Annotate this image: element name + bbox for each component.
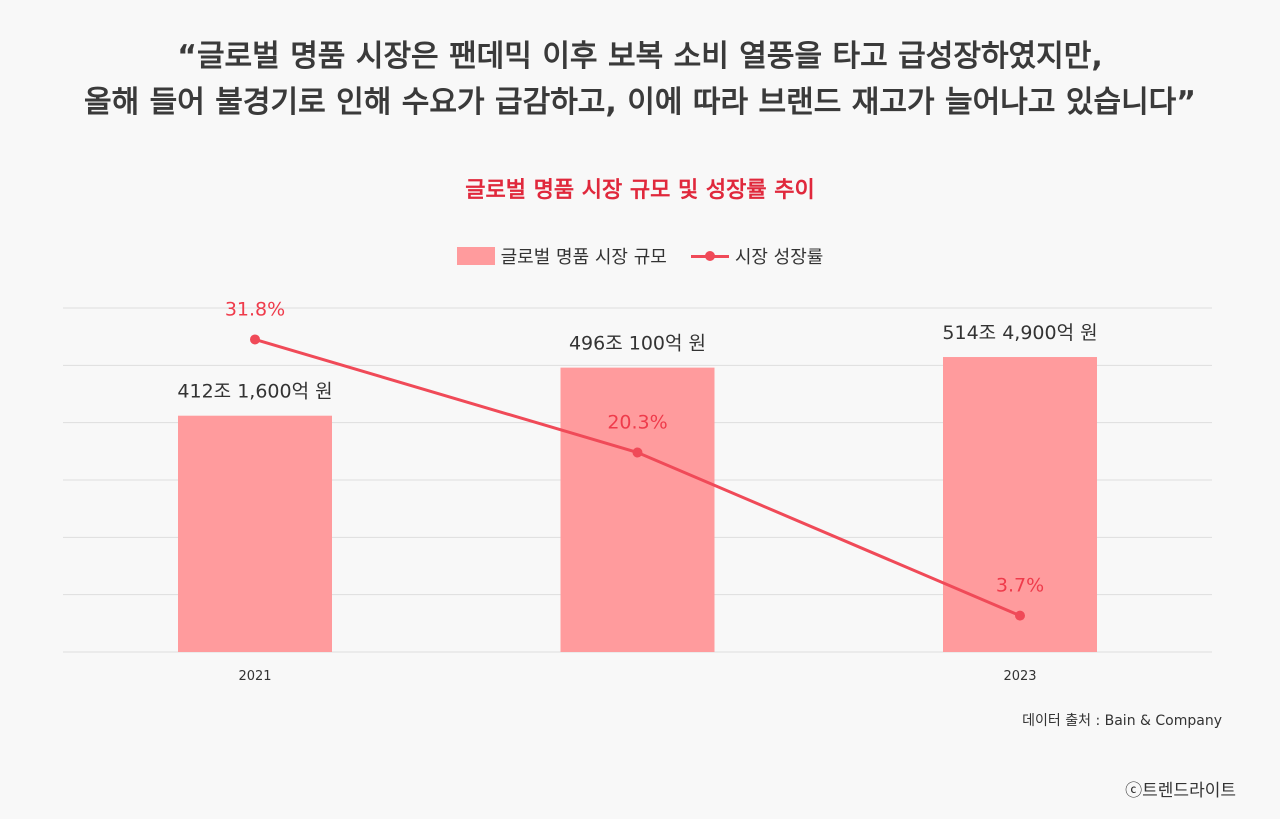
bar-market-size bbox=[178, 415, 332, 652]
x-tick-label: 2023 bbox=[1003, 669, 1036, 684]
growth-rate-point bbox=[250, 334, 260, 345]
bar-value-label: 514조 4,900억 원 bbox=[942, 322, 1097, 344]
chart-title: 글로벌 명품 시장 규모 및 성장률 추이 bbox=[465, 178, 815, 203]
headline: “글로벌 명품 시장은 팬데믹 이후 보복 소비 열풍을 타고 급성장하였지만,… bbox=[0, 34, 1280, 126]
headline-line-1: “글로벌 명품 시장은 팬데믹 이후 보복 소비 열풍을 타고 급성장하였지만, bbox=[177, 39, 1103, 74]
headline-line-2: 올해 들어 불경기로 인해 수요가 급감하고, 이에 따라 브랜드 재고가 늘어… bbox=[83, 85, 1196, 120]
chart-legend: 글로벌 명품 시장 규모 시장 성장률 bbox=[0, 243, 1280, 269]
legend-bar-swatch bbox=[456, 247, 495, 265]
bar-market-size bbox=[560, 367, 715, 652]
growth-rate-label: 20.3% bbox=[607, 411, 667, 433]
x-tick-label: 2021 bbox=[238, 669, 271, 684]
legend-item-market-size: 글로벌 명품 시장 규모 bbox=[456, 243, 667, 269]
legend-item-growth-rate: 시장 성장률 bbox=[690, 243, 824, 269]
copyright-credit: ⓒ트렌드라이트 bbox=[1125, 781, 1236, 801]
growth-rate-label: 31.8% bbox=[225, 298, 285, 320]
bar-value-label: 412조 1,600억 원 bbox=[177, 381, 332, 403]
legend-line-swatch bbox=[690, 247, 729, 265]
growth-rate-label: 3.7% bbox=[996, 575, 1044, 597]
growth-rate-point bbox=[1015, 610, 1025, 621]
bar-value-label: 496조 100억 원 bbox=[569, 333, 706, 355]
legend-label-market-size: 글로벌 명품 시장 규모 bbox=[500, 247, 667, 268]
data-source: 데이터 출처 : Bain & Company bbox=[1022, 713, 1222, 729]
legend-label-growth-rate: 시장 성장률 bbox=[734, 247, 824, 268]
growth-rate-point bbox=[632, 447, 643, 458]
bar-market-size bbox=[943, 357, 1097, 652]
